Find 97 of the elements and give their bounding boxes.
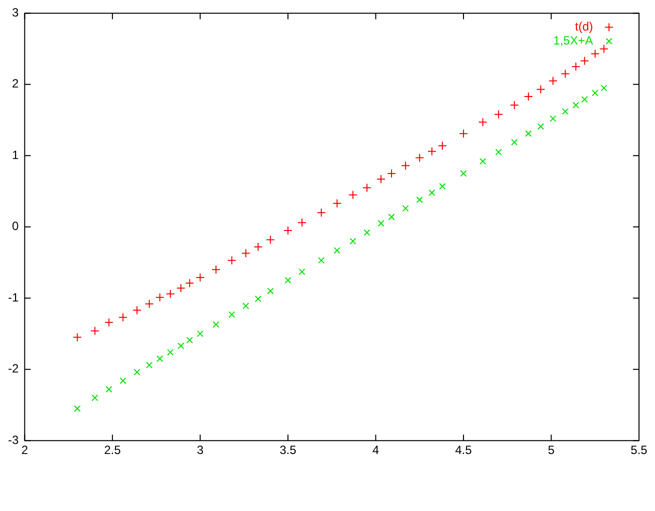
- point: [186, 336, 193, 344]
- point: [318, 257, 325, 264]
- point: [284, 276, 292, 284]
- point: [548, 76, 558, 86]
- y-tick-label: 0: [12, 219, 19, 234]
- legend-label: 1,5X+A: [553, 34, 593, 48]
- point: [166, 289, 175, 298]
- point: [144, 299, 154, 308]
- point: [388, 214, 395, 220]
- point: [362, 183, 372, 192]
- point: [580, 56, 590, 66]
- point: [439, 182, 446, 190]
- point: [510, 100, 519, 110]
- point: [581, 96, 588, 103]
- point: [495, 148, 502, 156]
- point: [511, 138, 518, 146]
- point: [550, 115, 556, 122]
- point: [599, 44, 608, 54]
- y-tick-label: -1: [8, 290, 19, 304]
- point: [227, 256, 236, 265]
- x-tick-label: 5.5: [630, 443, 648, 458]
- point: [571, 62, 580, 72]
- point: [590, 49, 600, 58]
- point: [120, 377, 126, 384]
- point: [536, 84, 546, 94]
- point: [228, 311, 236, 318]
- point: [438, 141, 447, 150]
- point: [479, 158, 486, 165]
- point: [283, 226, 292, 235]
- point: [196, 272, 205, 282]
- point: [254, 296, 262, 302]
- y-tick-label: 3: [12, 6, 19, 20]
- point: [72, 332, 82, 342]
- point: [428, 189, 436, 196]
- point: [387, 168, 396, 178]
- point: [106, 386, 112, 393]
- y-tick-label: 2: [12, 76, 19, 91]
- point: [298, 268, 306, 276]
- point: [90, 326, 100, 336]
- point: [92, 394, 98, 402]
- point: [348, 190, 358, 200]
- x-tick-label: 4: [372, 443, 380, 458]
- point: [562, 108, 569, 115]
- point: [600, 84, 608, 92]
- point: [132, 306, 142, 315]
- y-tick-label: -2: [8, 362, 19, 376]
- y-tick-label: 1: [12, 148, 19, 162]
- point: [460, 170, 467, 177]
- point: [524, 92, 533, 102]
- point: [378, 220, 384, 227]
- point: [176, 284, 186, 293]
- x-tick-label: 2.5: [104, 443, 122, 458]
- point: [364, 229, 370, 236]
- point: [332, 198, 342, 208]
- point: [156, 355, 164, 362]
- point: [592, 90, 598, 96]
- x-tick-label: 2: [21, 443, 28, 458]
- point: [267, 288, 274, 294]
- y-tick-label: -3: [8, 432, 19, 447]
- point: [402, 205, 409, 212]
- point: [416, 196, 423, 204]
- point: [316, 208, 326, 218]
- point: [254, 242, 263, 252]
- point: [537, 123, 544, 130]
- point: [242, 302, 250, 310]
- point: [212, 321, 220, 328]
- point: [572, 102, 580, 108]
- point: [211, 265, 220, 274]
- point: [458, 129, 468, 138]
- point: [134, 368, 140, 376]
- point: [266, 235, 275, 244]
- point: [350, 238, 356, 244]
- point: [415, 153, 424, 162]
- point: [104, 318, 114, 327]
- point: [334, 247, 340, 254]
- point: [401, 161, 410, 170]
- point: [241, 248, 250, 258]
- point: [74, 405, 81, 412]
- point: [118, 312, 128, 322]
- point: [525, 130, 532, 137]
- x-tick-label: 3: [196, 443, 204, 458]
- legend-label: t(d): [575, 20, 594, 34]
- point: [178, 342, 184, 350]
- point: [478, 118, 488, 127]
- point: [167, 348, 174, 356]
- point: [560, 69, 570, 78]
- x-tick-label: 5: [548, 443, 555, 458]
- point: [155, 292, 164, 302]
- point: [376, 174, 386, 184]
- point: [196, 330, 204, 338]
- point: [297, 218, 306, 228]
- point: [146, 362, 153, 368]
- point: [185, 278, 194, 288]
- x-tick-label: 3.5: [280, 443, 297, 458]
- point: [494, 110, 504, 119]
- point: [427, 146, 436, 156]
- x-tick-label: 4.5: [455, 443, 472, 458]
